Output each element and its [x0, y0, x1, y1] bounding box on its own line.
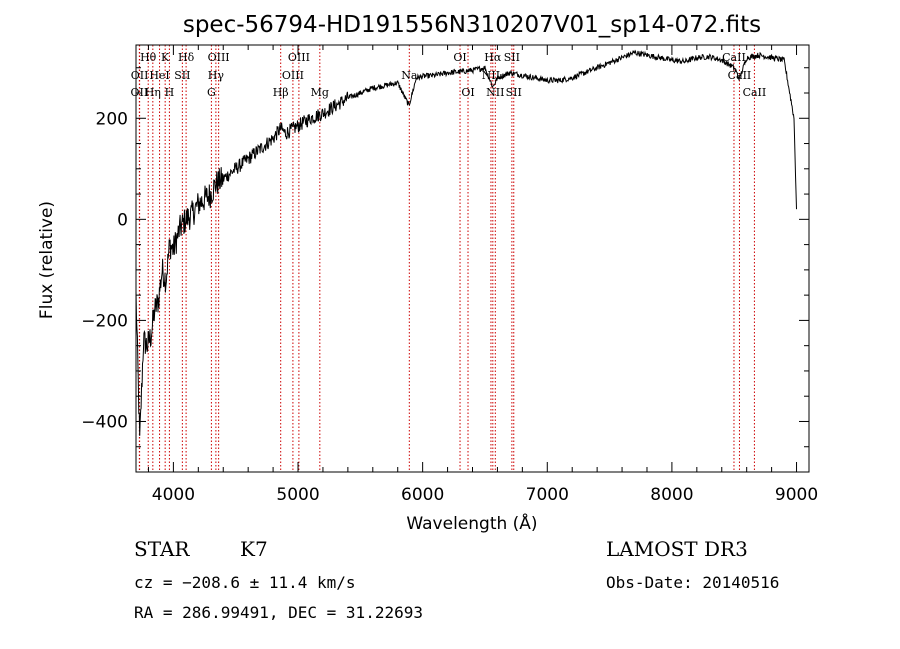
line-marker-label-4: HeI — [149, 69, 169, 82]
x-tick-label-1: 5000 — [276, 485, 319, 505]
x-tick-label-3: 7000 — [526, 485, 569, 505]
line-marker-label-18: OI — [461, 86, 474, 99]
line-marker-label-26: CaII — [743, 86, 767, 99]
plot-frame — [135, 44, 810, 473]
line-marker-label-3: Hη — [145, 86, 161, 99]
line-marker-label-10: Hγ — [208, 69, 225, 82]
line-marker-label-8: Hδ — [178, 51, 195, 64]
spectrum-series — [135, 49, 797, 436]
line-marker-label-17: OI — [453, 51, 466, 64]
object-type: STAR — [134, 537, 190, 561]
line-marker-label-2: OII — [131, 69, 149, 82]
line-marker-label-14: OIII — [288, 51, 310, 64]
y-axis-label: Flux (relative) — [37, 201, 57, 319]
line-marker-label-21: NII — [486, 86, 504, 99]
y-tick-label-3: 200 — [96, 109, 128, 129]
chart-title: spec-56794-HD191556N310207V01_sp14-072.f… — [183, 12, 761, 38]
x-tick-label-5: 9000 — [775, 485, 818, 505]
line-marker-label-22: SII — [504, 51, 520, 64]
line-marker-label-6: H — [165, 86, 175, 99]
line-marker-label-7: SII — [174, 69, 190, 82]
line-marker-label-9: G — [207, 86, 216, 99]
redshift-readout: cz = −208.6 ± 11.4 km/s — [134, 573, 356, 592]
line-marker-label-25: CaII — [728, 69, 752, 82]
x-tick-label-2: 6000 — [401, 485, 444, 505]
line-marker-label-5: K — [161, 51, 170, 64]
line-marker-label-1: Hθ — [140, 51, 157, 64]
line-marker-label-19: NII — [482, 69, 500, 82]
x-tick-label-0: 4000 — [152, 485, 195, 505]
line-marker-label-15: Mg — [311, 86, 329, 99]
axes: 4000 5000 6000 7000 8000 9000 −400 −200 0 200 — [81, 44, 818, 505]
x-tick-label-4: 8000 — [650, 485, 693, 505]
y-tick-label-0: −400 — [81, 412, 128, 432]
observation-date: Obs-Date: 20140516 — [606, 573, 780, 592]
line-marker-label-13: OIII — [282, 69, 304, 82]
x-axis-label: Wavelength (Å) — [406, 512, 537, 534]
line-marker-label-20: Hα — [484, 51, 502, 64]
y-tick-label-1: −200 — [81, 311, 128, 331]
spectrum-line — [135, 49, 797, 436]
line-marker-label-11: OIII — [208, 51, 230, 64]
coordinates-readout: RA = 286.99491, DEC = 31.22693 — [134, 603, 423, 622]
line-marker-label-24: CaII — [722, 51, 746, 64]
y-tick-label-2: 0 — [117, 210, 128, 230]
line-marker-label-16: Na — [401, 69, 418, 82]
line-markers — [138, 45, 755, 472]
spectral-subclass: K7 — [240, 537, 268, 561]
line-marker-labels: OIIHθOIIHηHeIKHSIIHδGHγOIIIHβOIIIOIIIMgN… — [131, 51, 767, 99]
line-marker-label-0: OII — [131, 86, 149, 99]
survey-name: LAMOST DR3 — [606, 537, 748, 561]
line-marker-label-12: Hβ — [273, 86, 289, 99]
line-marker-label-23: SII — [506, 86, 522, 99]
